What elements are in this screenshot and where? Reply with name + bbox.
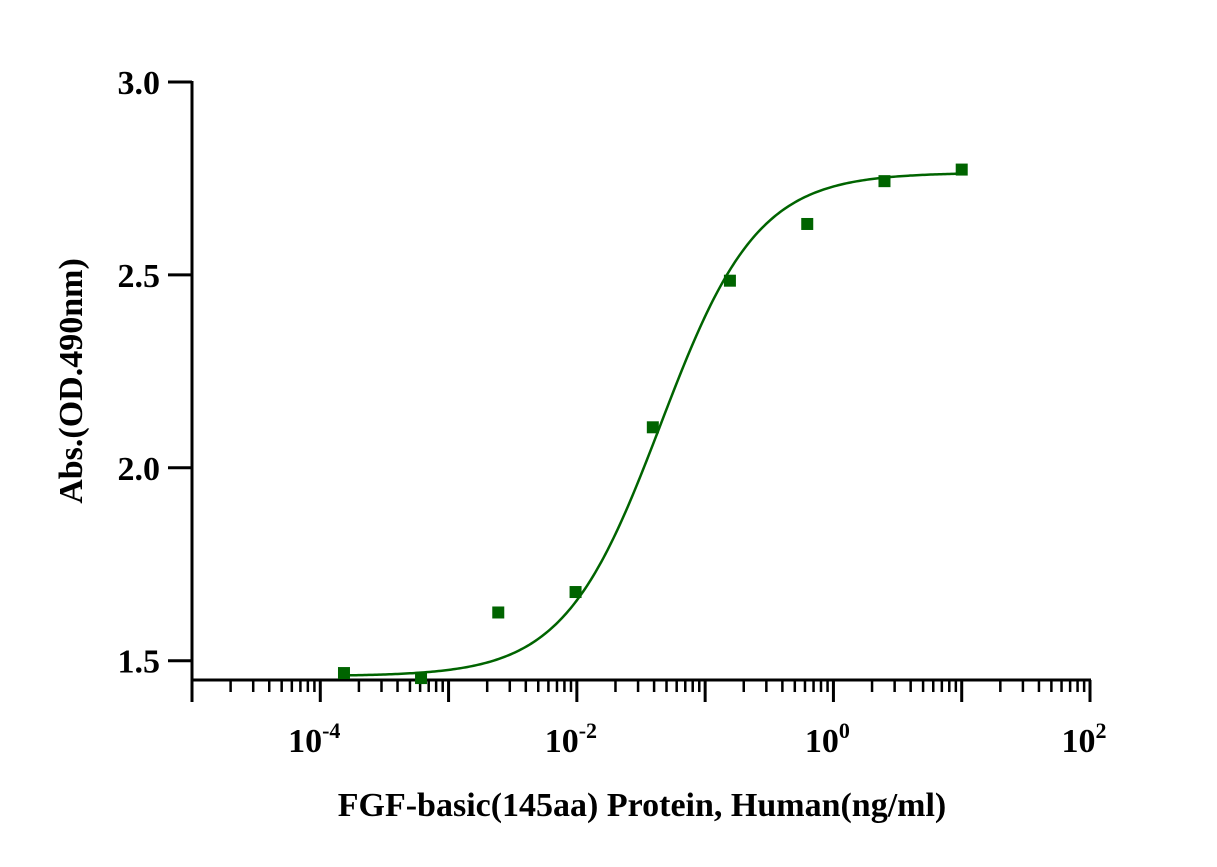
data-point [415,672,428,685]
y-tick-label: 2.0 [118,451,161,488]
data-point [723,274,736,287]
data-point [801,217,814,230]
x-tick-label: 102 [1062,718,1107,760]
y-tick-label: 1.5 [118,644,161,681]
y-tick-label: 3.0 [118,65,161,102]
data-point [337,667,350,680]
data-point [646,421,659,434]
data-point [878,175,891,188]
data-point [492,606,505,619]
x-axis-title: FGF-basic(145aa) Protein, Human(ng/ml) [338,787,947,824]
data-point [569,586,582,599]
x-tick-label: 10-4 [288,718,340,760]
y-tick-label: 2.5 [118,258,161,295]
x-tick-label: 100 [805,718,850,760]
ticks: 1.5 2.0 2.5 3.0 10-4 10-2 100 102 [118,65,1107,760]
y-axis-title: Abs.(OD.490nm) [53,258,90,504]
data-point [955,163,968,176]
data-points [337,163,968,685]
fit-curve [343,172,962,677]
x-tick-label: 10-2 [545,718,597,760]
